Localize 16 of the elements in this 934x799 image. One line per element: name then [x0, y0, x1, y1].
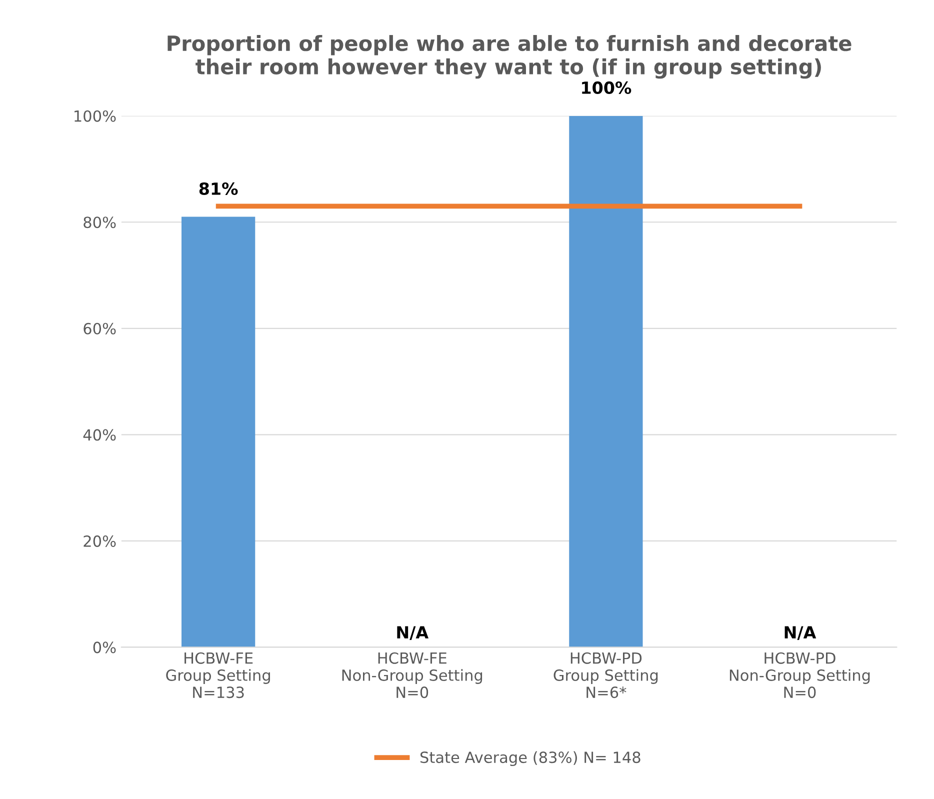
chart-title: Proportion of people who are able to furnish and decorate their room however they want to (if in group setting) — [168, 35, 852, 79]
text: N/A — [397, 626, 429, 640]
y-tick-label: 80% — [84, 216, 116, 228]
y-tick-label: 0% — [93, 642, 116, 654]
y-tick-label: 40% — [83, 429, 116, 441]
x-tick-label: HCBW-PD Non-Group Setting N=0 — [730, 652, 870, 698]
data-label: 100% — [582, 81, 632, 94]
legend-label: State Average (83%) N= 148 — [420, 751, 640, 766]
x-tick-label: HCBW-FE Non-Group Setting N=0 — [342, 652, 482, 698]
y-tick-label: 60% — [84, 322, 116, 334]
y-tick-label: 20% — [84, 535, 116, 547]
x-tick-label: HCBW-PD Group Setting N=6* — [554, 652, 658, 698]
data-label: 81% — [199, 182, 238, 195]
text: N/A — [784, 626, 816, 640]
y-tick-label: 100% — [74, 110, 116, 122]
x-tick-label: HCBW-FE Group Setting N=133 — [166, 652, 270, 698]
